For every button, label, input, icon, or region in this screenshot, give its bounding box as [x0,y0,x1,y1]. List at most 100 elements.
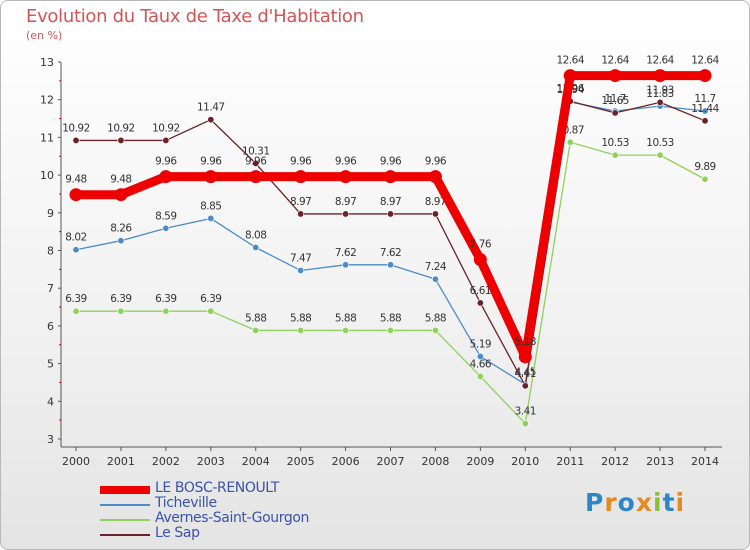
data-label-le-bosc-renoult: 9.96 [425,156,447,168]
x-tick-label: 2008 [421,455,449,468]
data-label-le-sap: 11.93 [646,84,674,96]
x-tick-label: 2005 [287,455,315,468]
legend-label-ticheville: Ticheville [155,495,217,511]
data-point-le-bosc-renoult [114,188,128,202]
data-label-ticheville: 7.62 [380,247,401,259]
x-tick-label: 2002 [152,455,180,468]
data-point-le-sap [162,136,170,144]
y-tick-label: 12 [40,94,54,107]
data-point-le-sap [476,299,484,307]
data-point-ticheville [297,266,305,274]
data-label-avernes-saint-gourgon: 5.88 [380,312,401,324]
x-tick-label: 2010 [511,455,539,468]
logo-letter: r [604,488,618,517]
legend-label-le-sap: Le Sap [155,525,200,541]
data-label-le-bosc-renoult: 9.96 [335,156,357,168]
data-label-le-sap: 8.97 [335,196,356,208]
data-label-avernes-saint-gourgon: 6.39 [155,293,176,305]
data-point-le-bosc-renoult [384,170,398,184]
data-label-le-bosc-renoult: 9.48 [110,174,131,186]
data-label-avernes-saint-gourgon: 5.88 [290,312,311,324]
data-point-avernes-saint-gourgon [656,151,664,159]
data-label-avernes-saint-gourgon: 9.89 [694,161,715,173]
logo-letter: t [662,488,676,517]
data-label-le-sap: 11.44 [691,103,719,115]
y-tick-label: 5 [47,358,54,371]
data-label-le-sap: 11.47 [197,102,225,114]
data-label-ticheville: 8.02 [65,232,86,244]
data-label-le-bosc-renoult: 7.76 [470,239,492,251]
data-label-avernes-saint-gourgon: 3.41 [515,406,536,418]
data-label-le-bosc-renoult: 12.64 [691,55,719,67]
data-label-ticheville: 7.47 [290,252,311,264]
data-label-le-bosc-renoult: 9.48 [65,174,86,186]
data-point-le-bosc-renoult [698,69,712,83]
legend-label-avernes: Avernes-Saint-Gourgon [155,510,310,526]
data-label-ticheville: 8.08 [245,229,266,241]
data-point-le-bosc-renoult [69,188,83,202]
data-label-le-sap: 8.97 [425,196,446,208]
x-tick-label: 2000 [62,455,90,468]
data-label-avernes-saint-gourgon: 5.88 [245,312,266,324]
data-point-avernes-saint-gourgon [521,420,529,428]
data-label-le-bosc-renoult: 5.18 [515,336,536,348]
data-point-ticheville [252,243,260,251]
data-point-le-bosc-renoult [473,253,487,267]
y-tick-label: 6 [47,320,54,333]
data-point-le-sap [611,109,619,117]
data-label-le-sap: 8.97 [290,196,311,208]
data-point-avernes-saint-gourgon [342,326,350,334]
chart-title: Evolution du Taux de Taxe d'Habitation [26,6,364,27]
data-point-le-bosc-renoult [653,69,667,83]
data-point-le-bosc-renoult [608,69,622,83]
data-point-le-sap [117,136,125,144]
y-tick-label: 8 [47,245,54,258]
data-label-le-sap: 10.92 [152,122,180,134]
data-point-avernes-saint-gourgon [431,326,439,334]
x-tick-label: 2011 [556,455,584,468]
data-point-le-bosc-renoult [563,69,577,83]
data-label-avernes-saint-gourgon: 4.66 [470,358,492,370]
data-label-avernes-saint-gourgon: 6.39 [200,293,221,305]
data-point-avernes-saint-gourgon [476,372,484,380]
data-point-avernes-saint-gourgon [252,326,260,334]
x-tick-label: 2001 [107,455,135,468]
y-tick-label: 11 [40,131,54,144]
legend-swatch-avernes [100,519,150,521]
data-point-le-bosc-renoult [428,170,442,184]
data-label-avernes-saint-gourgon: 6.39 [65,293,86,305]
data-label-le-sap: 8.97 [380,196,401,208]
data-label-le-sap: 4.41 [515,368,536,380]
data-point-avernes-saint-gourgon [701,175,709,183]
data-point-ticheville [342,261,350,269]
series-line-avernes-saint-gourgon [75,141,706,425]
data-label-le-bosc-renoult: 9.96 [380,156,402,168]
data-label-le-bosc-renoult: 12.64 [601,55,629,67]
data-point-le-bosc-renoult [518,350,532,364]
data-point-le-sap [252,159,260,167]
data-point-avernes-saint-gourgon [611,151,619,159]
data-point-avernes-saint-gourgon [297,326,305,334]
data-label-le-sap: 11.65 [601,95,629,107]
data-point-le-sap [207,116,215,124]
data-label-ticheville: 7.24 [425,261,447,273]
data-point-le-bosc-renoult [249,170,263,184]
data-point-le-bosc-renoult [159,170,173,184]
data-label-le-bosc-renoult: 12.64 [556,55,584,67]
data-label-avernes-saint-gourgon: 6.39 [110,293,131,305]
logo-letter: P [585,488,605,517]
data-label-le-bosc-renoult: 12.64 [646,55,674,67]
data-label-ticheville: 7.62 [335,247,356,259]
data-label-le-sap: 10.92 [107,122,135,134]
data-point-ticheville [207,214,215,222]
data-point-ticheville [162,224,170,232]
data-label-le-bosc-renoult: 9.96 [245,156,267,168]
x-tick-label: 2007 [377,455,405,468]
data-point-ticheville [701,107,709,115]
data-point-ticheville [72,246,80,254]
data-label-ticheville: 8.85 [200,200,221,212]
logo-letter: i [653,488,663,517]
y-tick-label: 3 [47,433,54,446]
